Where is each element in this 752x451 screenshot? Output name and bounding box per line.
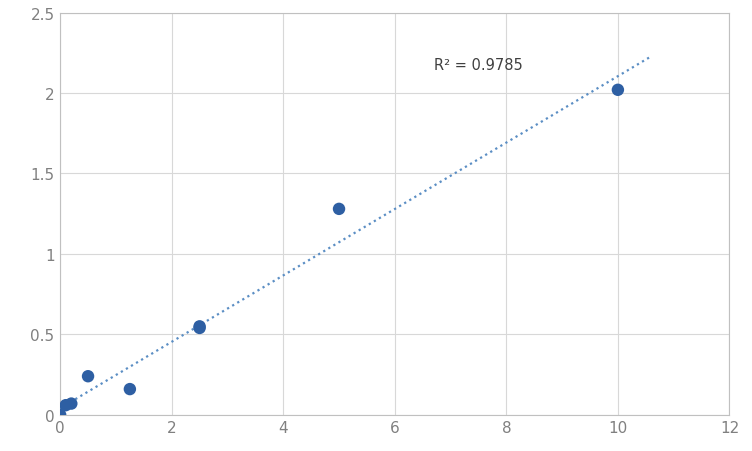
Point	[54, 411, 66, 419]
Point	[333, 206, 345, 213]
Text: R² = 0.9785: R² = 0.9785	[434, 57, 523, 73]
Point	[612, 87, 624, 94]
Point	[65, 400, 77, 407]
Point	[193, 323, 205, 330]
Point	[59, 402, 71, 409]
Point	[193, 325, 205, 332]
Point	[124, 386, 136, 393]
Point	[82, 373, 94, 380]
